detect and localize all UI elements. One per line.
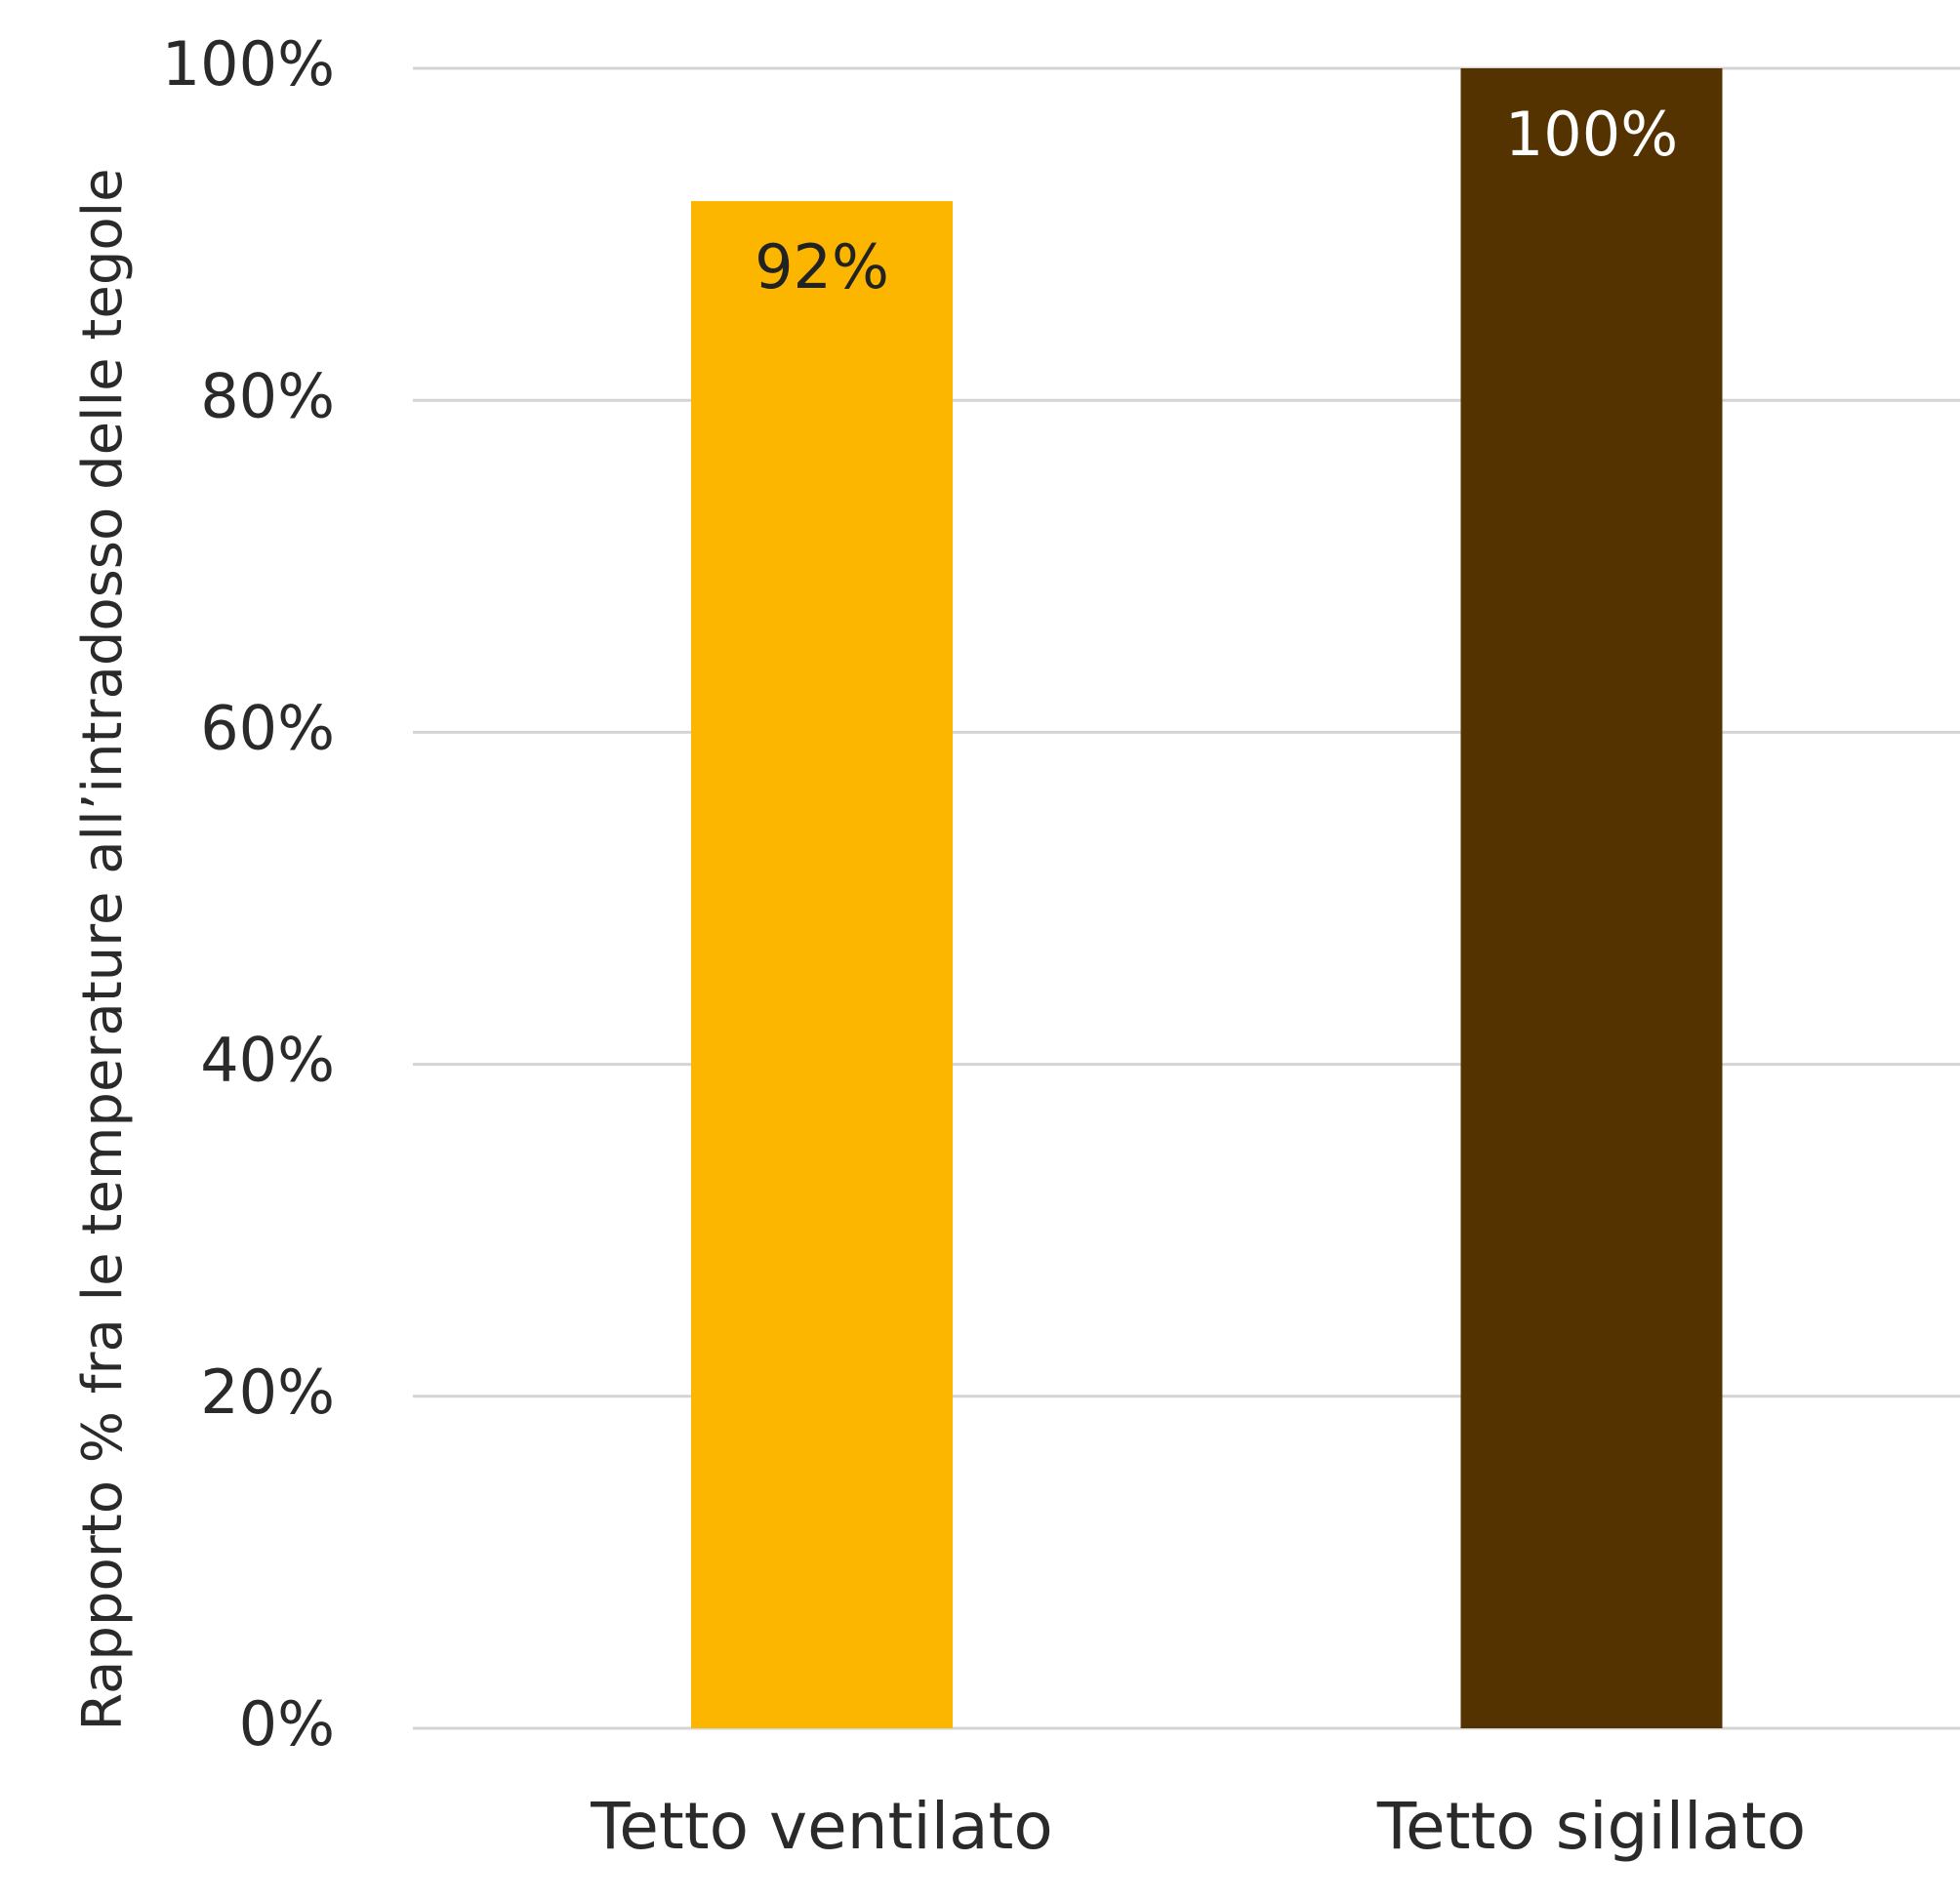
- x-tick-label: Tetto ventilato: [590, 1789, 1053, 1864]
- bar: [691, 201, 953, 1729]
- y-tick-label: 0%: [239, 1688, 335, 1760]
- y-tick-label: 60%: [200, 692, 335, 763]
- x-tick-label: Tetto sigillato: [1376, 1789, 1806, 1864]
- y-tick-label: 20%: [200, 1356, 335, 1428]
- data-label: 92%: [755, 231, 889, 303]
- y-axis-title: Rapporto % fra le temperature all’intrad…: [71, 168, 135, 1730]
- y-tick-label: 40%: [200, 1025, 335, 1096]
- y-tick-label: 100%: [162, 28, 335, 100]
- bar: [1460, 68, 1723, 1728]
- data-label: 100%: [1505, 99, 1678, 170]
- y-tick-label: 80%: [200, 360, 335, 431]
